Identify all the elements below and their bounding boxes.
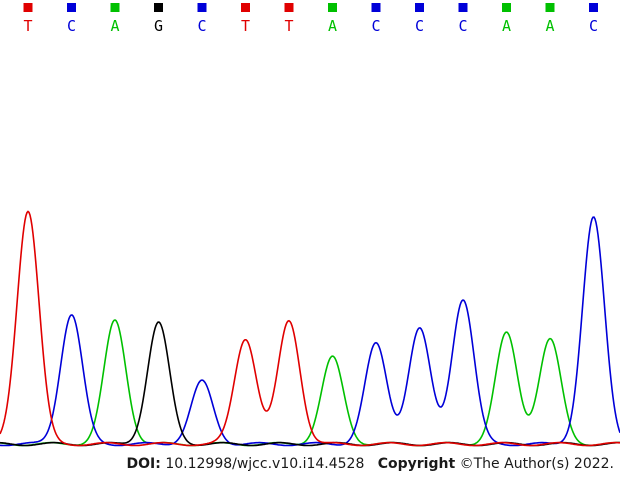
- base-marker-8: [328, 3, 337, 12]
- trace-A: [0, 319, 620, 447]
- trace-C: [0, 216, 620, 447]
- base-marker-7: [284, 3, 294, 12]
- base-call-label-12: A: [502, 17, 511, 35]
- base-call-label-10: C: [415, 17, 424, 35]
- base-call-label-2: C: [67, 17, 76, 35]
- doi-label: DOI:: [126, 456, 161, 472]
- base-call-label-7: T: [284, 17, 293, 35]
- peak-5: [200, 382, 204, 386]
- base-call-label-1: T: [23, 17, 32, 35]
- base-marker-12: [502, 3, 511, 12]
- base-call-label-8: A: [328, 17, 337, 35]
- base-marker-6: [241, 3, 250, 12]
- base-call-label-14: C: [589, 17, 598, 35]
- base-call-label-5: C: [197, 17, 206, 35]
- base-marker-10: [415, 3, 424, 12]
- base-marker-14: [589, 3, 598, 12]
- base-marker-9: [371, 3, 381, 12]
- base-marker-4: [154, 3, 163, 12]
- base-call-label-6: T: [241, 17, 250, 35]
- base-call-label-11: C: [458, 17, 467, 35]
- base-call-label-9: C: [371, 17, 380, 35]
- base-call-label-3: A: [110, 17, 119, 35]
- copyright-label: Copyright: [377, 456, 456, 472]
- base-marker-3: [110, 3, 120, 12]
- base-call-label-4: G: [154, 17, 163, 35]
- trace-T: [0, 210, 620, 447]
- base-marker-5: [197, 3, 207, 12]
- doi-value: 10.12998/wjcc.v10.i14.4528: [165, 456, 365, 472]
- trace-area: [0, 210, 620, 447]
- image-caption: DOI: 10.12998/wjcc.v10.i14.4528 Copyrigh…: [127, 456, 614, 472]
- base-marker-11: [458, 3, 468, 12]
- base-marker-13: [545, 3, 555, 12]
- base-marker-2: [67, 3, 76, 12]
- base-call-label-13: A: [545, 17, 554, 35]
- base-marker-1: [23, 3, 33, 12]
- copyright-text: ©The Author(s) 2022.: [459, 456, 614, 472]
